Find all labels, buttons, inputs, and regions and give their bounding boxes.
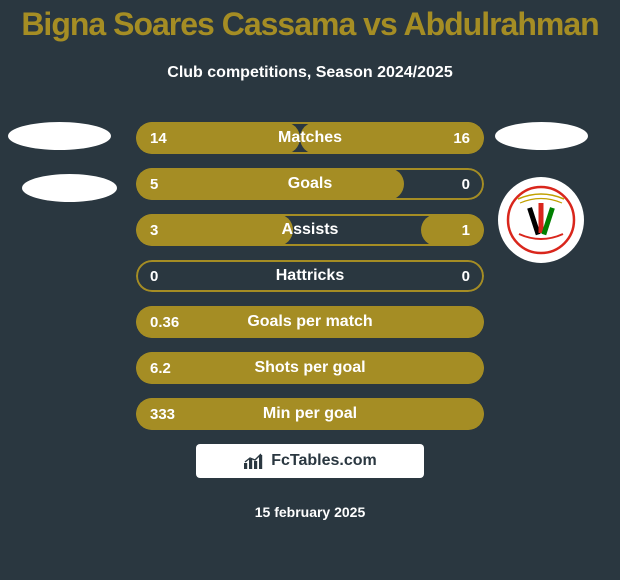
- stat-row: Goals50: [136, 168, 484, 200]
- stat-row: Shots per goal6.2: [136, 352, 484, 384]
- stat-value-right: 0: [462, 168, 470, 200]
- card-subtitle: Club competitions, Season 2024/2025: [0, 64, 620, 82]
- stat-row: Min per goal333: [136, 398, 484, 430]
- club-badge-svg: [506, 185, 576, 255]
- club-badge: [498, 177, 584, 263]
- stat-value-right: 0: [462, 260, 470, 292]
- stat-fill-left: [136, 168, 404, 200]
- stat-value-left: 0: [150, 260, 158, 292]
- player-left-avatar-1: [8, 122, 111, 150]
- stat-row: Hattricks0 0: [136, 260, 484, 292]
- card-date: 15 february 2025: [0, 504, 620, 520]
- comparison-card: Bigna Soares Cassama vs Abdulrahman Club…: [0, 0, 620, 580]
- branding-label: FcTables.com: [271, 452, 377, 470]
- stat-row: Matches1416: [136, 122, 484, 154]
- stat-fill-left: [136, 398, 484, 430]
- bar-chart-icon: [243, 452, 265, 470]
- player-right-avatar: [495, 122, 588, 150]
- stat-fill-right: [300, 122, 484, 154]
- stat-fill-left: [136, 214, 293, 246]
- branding-badge: FcTables.com: [196, 444, 424, 478]
- stat-fill-left: [136, 352, 484, 384]
- player-left-avatar-2: [22, 174, 117, 202]
- stat-label: Hattricks: [136, 260, 484, 292]
- stat-border: [136, 260, 484, 292]
- stat-row: Goals per match0.36: [136, 306, 484, 338]
- stat-fill-left: [136, 306, 484, 338]
- stat-fill-right: [421, 214, 484, 246]
- card-title: Bigna Soares Cassama vs Abdulrahman: [0, 6, 620, 43]
- stat-row: Assists31: [136, 214, 484, 246]
- stat-fill-left: [136, 122, 300, 154]
